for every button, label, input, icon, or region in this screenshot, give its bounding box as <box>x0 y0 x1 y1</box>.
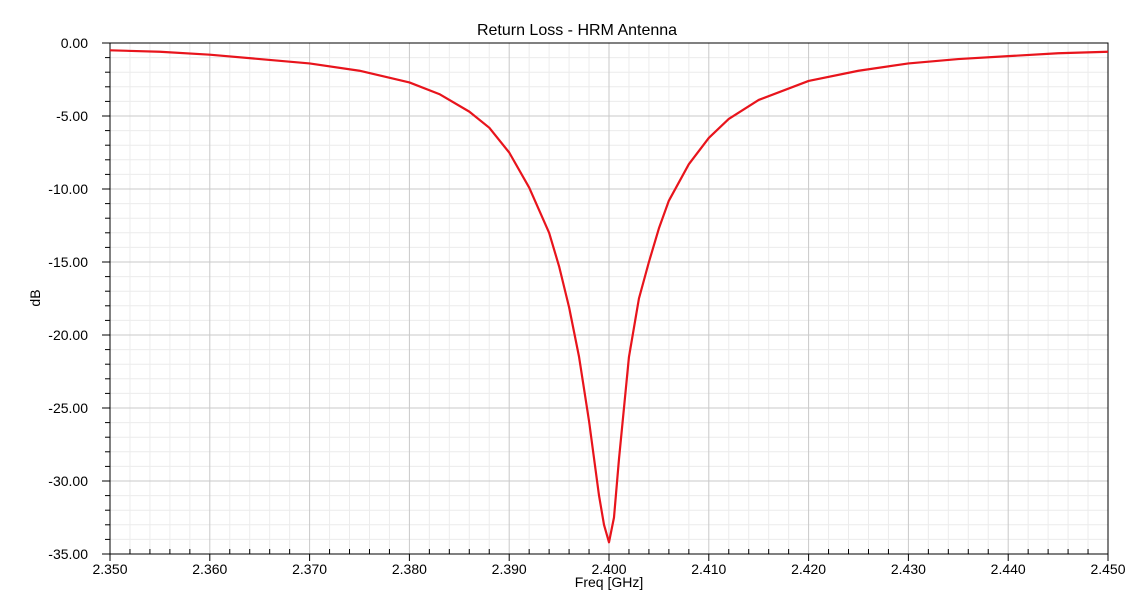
major-grid <box>109 42 1109 555</box>
x-tick-label: 2.410 <box>691 561 726 577</box>
y-tick-label: -15.00 <box>48 254 88 270</box>
x-tick-label: 2.380 <box>392 561 427 577</box>
y-tick-label: -30.00 <box>48 473 88 489</box>
x-tick-label: 2.370 <box>292 561 327 577</box>
x-tick-label: 2.390 <box>492 561 527 577</box>
x-tick-label: 2.400 <box>591 561 626 577</box>
x-axis-label: Freq [GHz] <box>575 574 643 590</box>
x-tick-labels: 2.350 2.360 2.370 2.380 2.390 2.400 2.410 2.420… <box>92 561 1125 577</box>
x-tick-label: 2.360 <box>192 561 227 577</box>
y-axis-label: dB <box>27 289 43 306</box>
y-tick-label: -25.00 <box>48 400 88 416</box>
chart-title: Return Loss - HRM Antenna <box>477 22 677 39</box>
plot-frame <box>109 42 1109 555</box>
y-tick-label: -20.00 <box>48 327 88 343</box>
return-loss-series-line <box>109 49 1109 544</box>
x-tick-label: 2.350 <box>92 561 127 577</box>
axis-ticks <box>102 42 1109 561</box>
x-tick-label: 2.430 <box>891 561 926 577</box>
y-tick-label: 0.00 <box>61 35 88 51</box>
y-tick-label: -10.00 <box>48 181 88 197</box>
x-tick-label: 2.420 <box>791 561 826 577</box>
x-tick-label: 2.450 <box>1090 561 1125 577</box>
y-tick-label: -35.00 <box>48 546 88 562</box>
x-tick-label: 2.440 <box>991 561 1026 577</box>
y-tick-labels: 0.00 -5.00 -10.00 -15.00 -20.00 -25.00 -30.00 -… <box>48 35 88 562</box>
y-tick-label: -5.00 <box>56 108 88 124</box>
